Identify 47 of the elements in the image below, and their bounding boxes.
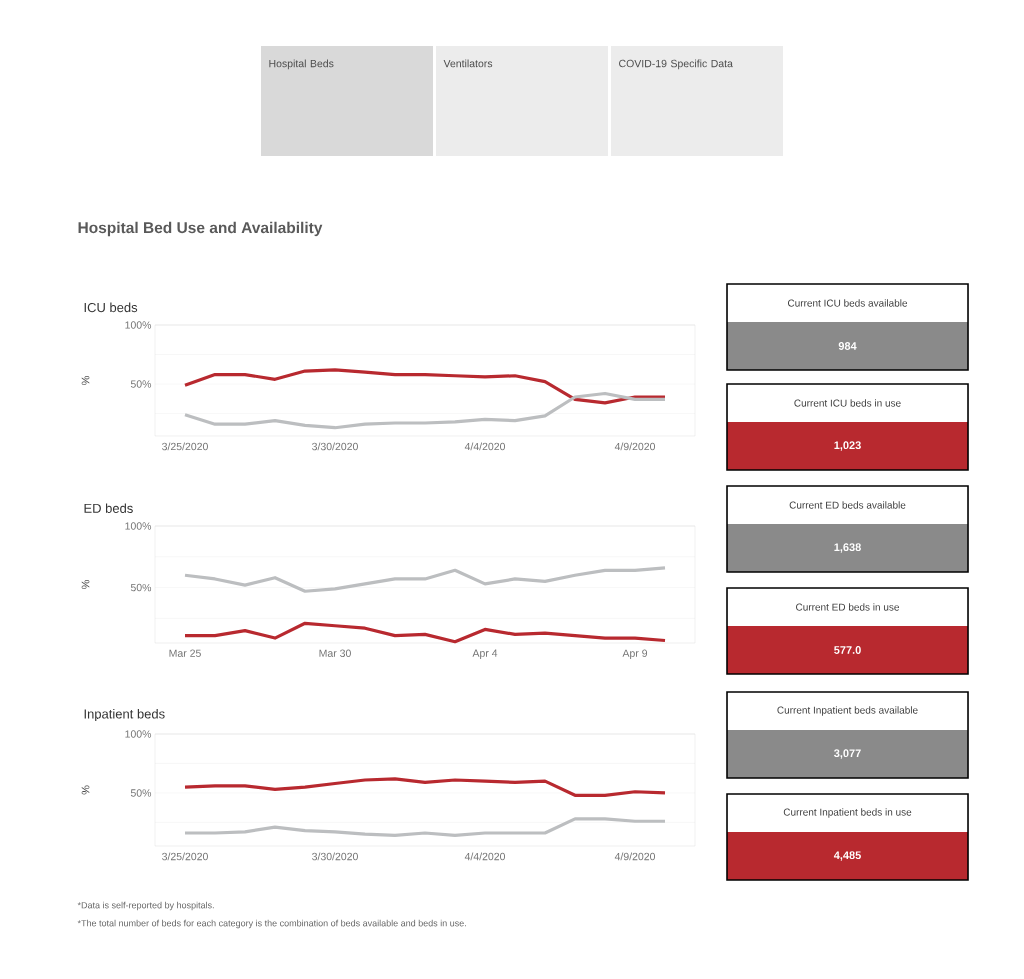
line-series <box>183 777 667 797</box>
text: Current ICU beds available <box>787 299 908 307</box>
text: 4,485 <box>833 851 861 861</box>
y-tick-label: 50% <box>130 380 152 388</box>
category-label: Hospital Beds <box>269 59 334 70</box>
text: 1,023 <box>834 441 861 451</box>
x-tick-label: 3/30/2020 <box>312 852 358 861</box>
y-axis-title: % <box>81 785 90 795</box>
x-tick-label: 4/9/2020 <box>614 442 656 451</box>
chart-title: Inpatient beds <box>84 708 165 722</box>
x-tick-label: 4/4/2020 <box>464 442 506 451</box>
x-tick-label: 3/25/2020 <box>162 442 208 451</box>
category-label: COVID-19 Specific Data <box>619 59 733 70</box>
text: Current ED beds in use <box>796 603 900 611</box>
text: Current ED beds available <box>789 501 906 509</box>
y-axis-title: % <box>81 580 90 589</box>
x-tick-label: 3/25/2020 <box>162 852 208 861</box>
x-tick-label: Apr 4 <box>472 649 498 659</box>
line-series <box>183 566 667 593</box>
text: Current Inpatient beds in use <box>783 808 912 818</box>
text: 3,077 <box>834 749 861 759</box>
text: *The total number of beds for each category is the combination of beds available and beds in use. <box>77 919 466 929</box>
text: Hospital Bed Use and Availability <box>78 221 323 237</box>
chart-title: ED beds <box>84 503 133 513</box>
y-tick-label: 100% <box>125 522 152 530</box>
text: Current ICU beds in use <box>794 399 901 407</box>
x-tick-label: 3/30/2020 <box>312 442 358 451</box>
text: *Data is self-reported by hospitals. <box>77 901 214 911</box>
line-series <box>183 391 667 430</box>
x-tick-label: Apr 9 <box>622 649 648 660</box>
line-series <box>183 621 667 644</box>
x-tick-label: Mar 30 <box>319 649 351 657</box>
y-axis-title: % <box>81 376 90 385</box>
text: 577.0 <box>834 646 861 654</box>
chart-title: ICU beds <box>84 302 138 313</box>
y-tick-label: 100% <box>125 730 152 738</box>
text: 984 <box>838 342 857 350</box>
text: 1,638 <box>834 543 861 553</box>
line-series <box>183 368 667 405</box>
x-tick-label: Mar 25 <box>169 649 201 657</box>
x-tick-label: 4/4/2020 <box>464 852 506 861</box>
category-label: Ventilators <box>443 59 493 68</box>
x-tick-label: 4/9/2020 <box>614 852 656 861</box>
y-tick-label: 50% <box>130 789 152 797</box>
text: Current Inpatient beds available <box>777 706 918 716</box>
y-tick-label: 100% <box>125 321 152 329</box>
y-tick-label: 50% <box>130 583 152 592</box>
